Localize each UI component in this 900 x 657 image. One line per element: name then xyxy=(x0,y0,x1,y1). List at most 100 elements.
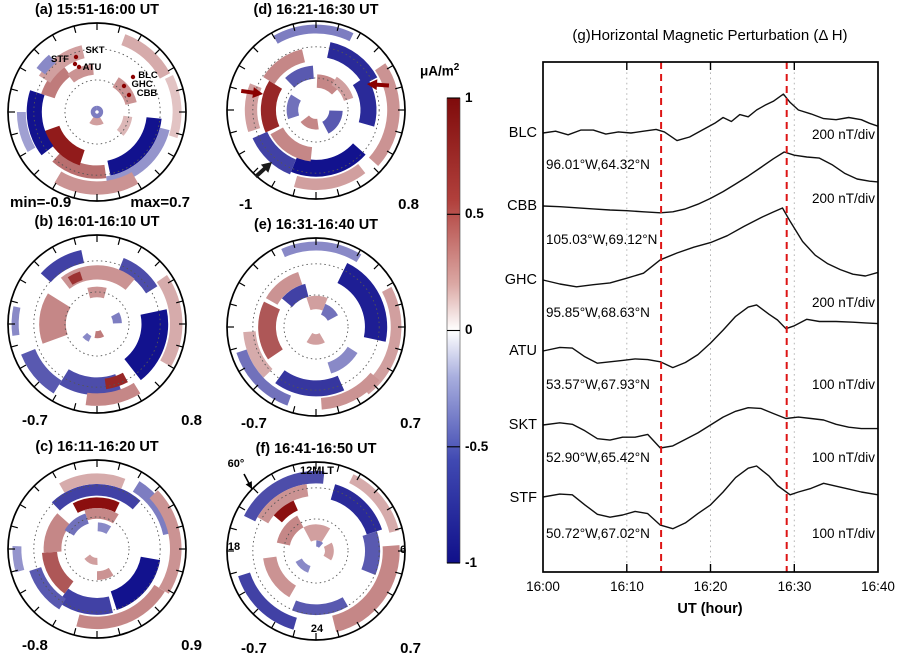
mlt-tick xyxy=(356,621,362,629)
fac-patch xyxy=(44,125,85,166)
mlt-tick xyxy=(137,246,143,254)
mlt-tick xyxy=(117,237,121,245)
mlt-tick xyxy=(10,300,18,304)
mlt-tick xyxy=(33,169,40,176)
mlt-tick xyxy=(395,527,403,531)
colorbar xyxy=(446,97,461,564)
colorbar-unit-exp: 2 xyxy=(453,62,460,73)
mlt-tick xyxy=(238,505,246,511)
station-coords-atu: 53.57°W,67.93°N xyxy=(546,377,650,392)
station-label-blc: BLC xyxy=(138,70,158,81)
x-tick-1640: 16:40 xyxy=(861,579,895,594)
panel-a-min: min=-0.9 xyxy=(10,194,72,211)
fac-patch xyxy=(29,567,66,610)
mlt-tick xyxy=(270,180,276,188)
fac-patch xyxy=(327,346,358,374)
station-code-atu: ATU xyxy=(509,343,537,359)
fac-patch xyxy=(11,306,21,336)
fac-patch xyxy=(252,131,296,175)
mlt-tick xyxy=(229,303,237,307)
mlt-tick xyxy=(51,34,57,42)
fac-patch xyxy=(104,372,128,390)
mlt-tick xyxy=(373,608,380,615)
gmag-plot xyxy=(542,61,879,573)
mlt-tick xyxy=(356,32,362,40)
mlt-tick xyxy=(270,621,276,629)
panel-d-minmax: -1 0.8 xyxy=(227,196,431,213)
mlt-tick xyxy=(229,571,237,575)
fac-patch xyxy=(316,540,324,548)
scale-label-stf: 100 nT/div xyxy=(811,526,875,541)
mlt-tick xyxy=(292,406,296,414)
mlt-tick xyxy=(336,23,340,31)
fac-patch xyxy=(271,498,298,523)
station-coords-skt: 52.90°W,65.42°N xyxy=(546,450,650,465)
latitude-circle xyxy=(64,291,130,357)
fac-patch xyxy=(72,497,120,513)
fac-patch xyxy=(41,551,74,594)
dial-d xyxy=(226,20,406,200)
fac-patch xyxy=(38,45,85,83)
panel-e-min: -0.7 xyxy=(241,415,267,432)
mlt-tick xyxy=(137,394,143,402)
mlt-tick xyxy=(10,88,18,92)
station-label-cbb: CBB xyxy=(136,88,158,99)
mlt-tick xyxy=(336,630,340,638)
mlt-tick xyxy=(292,23,296,31)
fac-patch xyxy=(90,105,104,119)
annotation-arrow-3 xyxy=(254,162,272,179)
fac-patch xyxy=(40,250,85,283)
mlt-tick xyxy=(373,487,380,494)
station-coords-ghc: 95.85°W,68.63°N xyxy=(546,305,650,320)
fac-patch xyxy=(332,545,400,633)
fac-patch xyxy=(236,349,292,406)
panel-e-title: (e) 16:31-16:40 UT xyxy=(253,217,379,233)
fac-patch xyxy=(300,115,319,130)
mlt-tick xyxy=(356,180,362,188)
panel-c-min: -0.8 xyxy=(22,637,48,654)
station-dot-cbb xyxy=(126,92,132,98)
fac-patch xyxy=(281,283,309,307)
fac-patch xyxy=(97,567,114,581)
station-dot-skt xyxy=(73,54,79,60)
panel-f-title: (f) 16:41-16:50 UT xyxy=(255,441,377,457)
fac-patch xyxy=(292,597,349,616)
mlt-tick xyxy=(10,344,18,348)
mlt-tick xyxy=(356,249,362,257)
dial-e xyxy=(226,237,406,417)
mlt-tick xyxy=(356,397,362,405)
mlt-tick xyxy=(33,260,40,267)
colorbar-title: μA/m2 xyxy=(420,62,459,79)
latitude-circle xyxy=(252,46,380,174)
mlt-tick xyxy=(238,150,246,156)
latitude-circle xyxy=(283,294,349,360)
fac-patch xyxy=(60,265,135,290)
fac-patch xyxy=(361,531,381,575)
mlt-tick xyxy=(19,66,27,72)
mlt-tick xyxy=(19,278,27,284)
mlt-label-12: 12MLT xyxy=(299,465,335,477)
fac-patch xyxy=(43,513,71,553)
colorbar-tick-m05: -0.5 xyxy=(465,439,489,454)
latitude-circle xyxy=(33,485,161,613)
mlt-tick xyxy=(252,608,259,615)
mlt-tick xyxy=(19,152,27,158)
fac-patch xyxy=(303,524,331,542)
mlt-tick xyxy=(137,471,143,479)
scale-label-ghc: 200 nT/div xyxy=(811,295,875,310)
fac-patch xyxy=(85,382,141,406)
colorbar-unit: μA/m xyxy=(420,63,454,79)
x-tick-1620: 16:20 xyxy=(693,579,728,594)
dial-a xyxy=(7,22,187,202)
fac-patch xyxy=(238,572,297,630)
mlt-tick xyxy=(10,132,18,136)
annotation-arrow-2 xyxy=(367,79,390,91)
x-tick-1610: 16:10 xyxy=(610,579,644,594)
fac-patch xyxy=(121,34,171,79)
scale-label-blc: 200 nT/div xyxy=(811,127,875,142)
panel-b-title: (b) 16:01-16:10 UT xyxy=(34,214,160,230)
panel-a-max: max=0.7 xyxy=(130,194,190,211)
fac-patch xyxy=(295,558,311,573)
mlt-tick xyxy=(176,300,184,304)
mlt-tick xyxy=(167,278,175,284)
